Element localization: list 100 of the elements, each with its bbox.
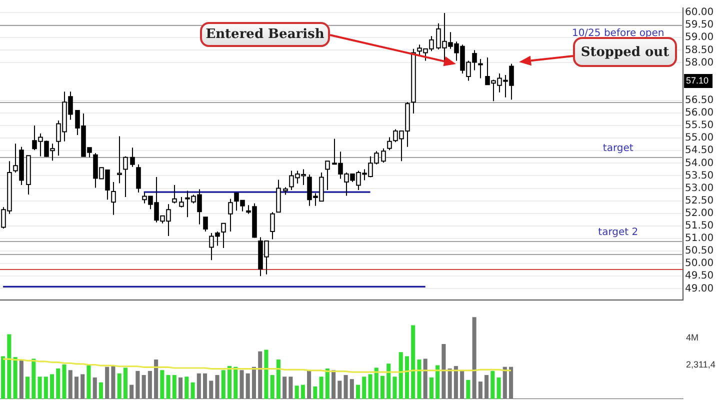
y-tick-label: 55.00 <box>685 132 714 144</box>
bar <box>172 375 176 399</box>
bar <box>234 366 238 399</box>
bar <box>154 360 158 399</box>
bar <box>423 358 428 399</box>
bar <box>68 370 72 399</box>
bar <box>246 373 250 399</box>
bar <box>484 375 489 399</box>
bar <box>392 376 397 399</box>
bar <box>417 360 422 399</box>
bar <box>276 360 280 399</box>
y-tick-label: 55.50 <box>685 120 714 132</box>
bar <box>74 376 79 399</box>
bar <box>502 366 507 399</box>
bar <box>319 376 324 399</box>
y-tick-label: 59.50 <box>685 20 714 31</box>
text: 4M <box>686 332 699 342</box>
bar <box>307 370 312 399</box>
bar <box>338 380 342 399</box>
bar <box>105 366 110 399</box>
y-tick-label: 49.00 <box>685 283 714 294</box>
bar <box>454 366 458 399</box>
y-tick-label: 54.00 <box>685 158 714 169</box>
text: 2,311,4 <box>686 359 716 370</box>
bar <box>404 356 410 399</box>
bar <box>44 376 48 399</box>
ref-line-label: target <box>602 143 634 154</box>
bar <box>136 370 140 399</box>
bar <box>32 358 36 399</box>
bar <box>429 377 434 399</box>
bar <box>398 352 403 399</box>
y-tick-label: 52.50 <box>685 195 714 206</box>
bar <box>332 370 336 399</box>
y-tick-label: 52.00 <box>685 208 714 219</box>
bar <box>448 368 452 399</box>
bar <box>50 374 54 399</box>
bar <box>508 366 514 399</box>
bar <box>294 386 299 399</box>
bar <box>92 377 97 399</box>
bar <box>436 365 440 399</box>
bar <box>1 356 6 399</box>
bar <box>227 366 232 399</box>
y-tick-label: 56.00 <box>685 108 714 119</box>
bar <box>264 350 268 399</box>
bar <box>184 376 189 399</box>
bar <box>178 377 183 399</box>
bar <box>386 364 391 399</box>
bar <box>496 377 501 399</box>
bar <box>148 370 152 399</box>
bar <box>258 351 262 399</box>
bar <box>166 375 170 399</box>
bar <box>196 373 201 399</box>
bar <box>190 382 195 399</box>
bar <box>26 376 30 399</box>
bar <box>356 384 360 399</box>
bar <box>325 368 330 399</box>
bar <box>472 317 476 399</box>
bar <box>270 375 274 399</box>
bar <box>130 384 134 399</box>
bar <box>123 368 128 399</box>
bar <box>478 382 482 399</box>
y-tick-label: 50.00 <box>685 258 714 270</box>
y-tick-label: 51.50 <box>685 220 714 232</box>
bar <box>117 373 122 399</box>
bar <box>442 344 446 399</box>
bar <box>374 368 378 399</box>
y-tick-label: 53.50 <box>685 170 714 182</box>
bar <box>19 360 24 399</box>
y-tick-label: 54.50 <box>685 145 714 156</box>
bar <box>7 334 12 399</box>
text: 57.10 <box>686 75 709 86</box>
bar <box>368 374 372 399</box>
bar <box>380 376 385 399</box>
bar <box>288 376 293 399</box>
bar <box>490 370 495 399</box>
bar <box>240 370 244 399</box>
bar <box>350 379 354 399</box>
y-tick-label: 51.00 <box>685 233 714 244</box>
bar <box>313 386 318 399</box>
bar <box>86 365 91 399</box>
ref-line-label: target 2 <box>598 227 638 238</box>
bar <box>221 370 226 399</box>
bar <box>460 370 464 399</box>
y-tick-label: 58.00 <box>685 57 714 68</box>
y-tick-label: 50.50 <box>685 246 714 257</box>
callout-box: Stopped out <box>573 37 677 67</box>
bar <box>142 375 146 399</box>
bar <box>13 357 18 399</box>
ref-line-label: 10/25 before open <box>572 28 664 40</box>
bar <box>56 368 60 399</box>
bar <box>282 376 287 399</box>
bar <box>466 380 470 399</box>
bar <box>252 366 256 399</box>
bar <box>160 370 164 399</box>
bar <box>344 375 348 399</box>
bar <box>80 374 85 399</box>
callout-box: Entered Bearish <box>200 22 330 47</box>
bar <box>202 373 208 399</box>
bar <box>209 380 214 399</box>
bar <box>38 376 42 399</box>
